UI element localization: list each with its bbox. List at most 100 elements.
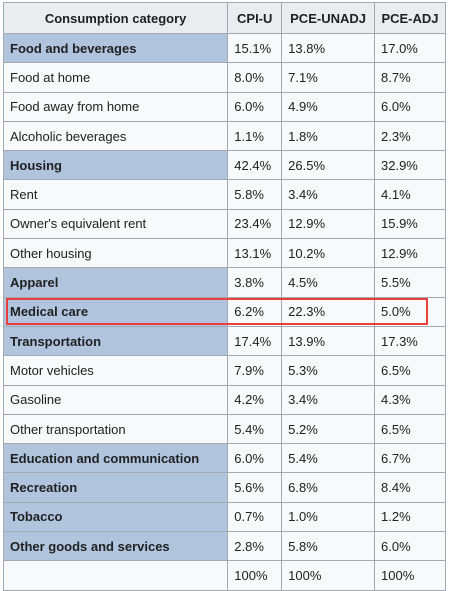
row-label: Tobacco [2, 501, 229, 533]
cell-value: 1.8% [281, 120, 375, 152]
cell-value: 5.8% [281, 531, 375, 562]
cell-value: 17.0% [374, 32, 446, 64]
header-cell: CPI-U [227, 2, 283, 34]
cell-value: 1.0% [281, 501, 375, 533]
cell-value: 5.4% [281, 443, 375, 474]
cell-value: 13.8% [281, 32, 375, 64]
cell-value: 17.3% [374, 325, 446, 357]
cell-value: 26.5% [281, 150, 375, 181]
row-label: Other transportation [2, 413, 229, 445]
row-label: Transportation [2, 325, 229, 357]
cell-value: 5.4% [227, 413, 283, 445]
row: Motor vehicles 7.9% 5.3% 6.5% [2, 355, 446, 386]
category-row: Apparel 3.8% 4.5% 5.5% [2, 267, 446, 298]
cell-value: 22.3% [281, 296, 375, 327]
cell-value: 6.0% [374, 91, 446, 122]
header-row: Consumption category CPI-U PCE-UNADJ PCE-AD… [2, 2, 446, 34]
category-row: Education and communication 6.0% 5.4% 6.7% [2, 443, 446, 474]
cell-value: 4.2% [227, 384, 283, 415]
row: Other housing 13.1% 10.2% 12.9% [2, 238, 446, 269]
row-label: Food away from home [2, 91, 229, 122]
cell-value: 15.9% [374, 208, 446, 240]
cell-value: 42.4% [227, 150, 283, 181]
row-label: Housing [2, 150, 229, 181]
cell-value: 0.7% [227, 501, 283, 533]
row-label: Motor vehicles [2, 355, 229, 386]
row: 100% 100% 100% [2, 560, 446, 591]
row-label: Other housing [2, 238, 229, 269]
row: Food away from home 6.0% 4.9% 6.0% [2, 91, 446, 122]
cell-value: 8.0% [227, 62, 283, 93]
cell-value: 6.8% [281, 472, 375, 503]
cell-value: 23.4% [227, 208, 283, 240]
cell-value: 5.6% [227, 472, 283, 503]
cell-value: 3.4% [281, 179, 375, 210]
cell-value: 1.1% [227, 120, 283, 152]
cell-value: 2.8% [227, 531, 283, 562]
cell-value: 4.3% [374, 384, 446, 415]
cell-value: 5.0% [374, 296, 446, 327]
header-cell: PCE-ADJ [374, 2, 446, 34]
cell-value: 6.5% [374, 413, 446, 445]
row: Gasoline 4.2% 3.4% 4.3% [2, 384, 446, 415]
cell-value: 100% [227, 560, 283, 591]
row-label: Gasoline [2, 384, 229, 415]
cell-value: 3.4% [281, 384, 375, 415]
category-row: Tobacco 0.7% 1.0% 1.2% [2, 501, 446, 533]
cell-value: 5.2% [281, 413, 375, 445]
category-row: Transportation 17.4% 13.9% 17.3% [2, 325, 446, 357]
row-label: Recreation [2, 472, 229, 503]
cell-value: 13.1% [227, 238, 283, 269]
cell-value: 6.2% [227, 296, 283, 327]
row-label: Education and communication [2, 443, 229, 474]
category-row: Medical care 6.2% 22.3% 5.0% [2, 296, 446, 327]
row-label: Alcoholic beverages [2, 120, 229, 152]
category-row: Other goods and services 2.8% 5.8% 6.0% [2, 531, 446, 562]
cell-value: 10.2% [281, 238, 375, 269]
row: Alcoholic beverages 1.1% 1.8% 2.3% [2, 120, 446, 152]
category-row: Food and beverages 15.1% 13.8% 17.0% [2, 32, 446, 64]
row-label: Rent [2, 179, 229, 210]
row: Other transportation 5.4% 5.2% 6.5% [2, 413, 446, 445]
cell-value: 5.8% [227, 179, 283, 210]
row-label: Food and beverages [2, 32, 229, 64]
cell-value: 6.0% [227, 443, 283, 474]
cell-value: 5.3% [281, 355, 375, 386]
header-cell: Consumption category [2, 2, 229, 34]
cell-value: 8.4% [374, 472, 446, 503]
row-label: Other goods and services [2, 531, 229, 562]
row-label [2, 560, 229, 591]
cell-value: 100% [281, 560, 375, 591]
cell-value: 100% [374, 560, 446, 591]
category-row: Housing 42.4% 26.5% 32.9% [2, 150, 446, 181]
cell-value: 17.4% [227, 325, 283, 357]
cell-value: 6.7% [374, 443, 446, 474]
cell-value: 6.5% [374, 355, 446, 386]
cell-value: 7.1% [281, 62, 375, 93]
cell-value: 4.9% [281, 91, 375, 122]
cell-value: 13.9% [281, 325, 375, 357]
cell-value: 8.7% [374, 62, 446, 93]
cell-value: 32.9% [374, 150, 446, 181]
cell-value: 12.9% [281, 208, 375, 240]
cell-value: 5.5% [374, 267, 446, 298]
cell-value: 7.9% [227, 355, 283, 386]
row-label: Owner's equivalent rent [2, 208, 229, 240]
cell-value: 6.0% [374, 531, 446, 562]
cell-value: 6.0% [227, 91, 283, 122]
cell-value: 3.8% [227, 267, 283, 298]
cell-value: 2.3% [374, 120, 446, 152]
cell-value: 4.5% [281, 267, 375, 298]
cell-value: 1.2% [374, 501, 446, 533]
cell-value: 15.1% [227, 32, 283, 64]
row-label: Food at home [2, 62, 229, 93]
row: Rent 5.8% 3.4% 4.1% [2, 179, 446, 210]
row: Food at home 8.0% 7.1% 8.7% [2, 62, 446, 93]
cell-value: 4.1% [374, 179, 446, 210]
cell-value: 12.9% [374, 238, 446, 269]
row: Owner's equivalent rent 23.4% 12.9% 15.9% [2, 208, 446, 240]
category-row: Recreation 5.6% 6.8% 8.4% [2, 472, 446, 503]
row-label: Apparel [2, 267, 229, 298]
